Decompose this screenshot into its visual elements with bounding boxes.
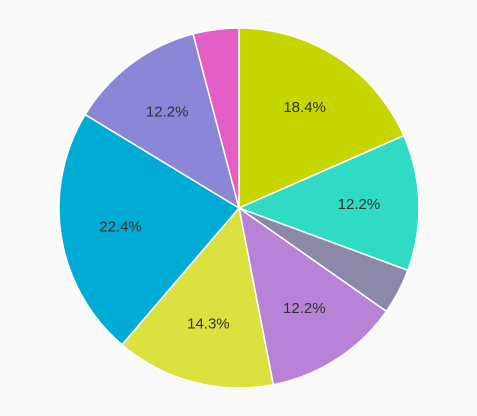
pie-slice-7: [84, 33, 241, 210]
pie-slice-label-4: 12.2%: [283, 300, 326, 317]
pie-slice-4: [237, 206, 388, 386]
pie-slice-5: [120, 206, 275, 389]
pie-slice-label-5: 14.3%: [187, 316, 230, 333]
pie-slice-label-6: 22.4%: [99, 218, 142, 235]
pie-slice-label-1: 18.4%: [283, 99, 326, 116]
pie-slice-label-2: 12.2%: [338, 196, 381, 213]
pie-slice-6: [58, 113, 241, 346]
pie-labels: 18.4% 12.2% 12.2% 14.3% 22.4% 12.2%: [99, 99, 380, 332]
pie-slice-1: [238, 27, 405, 210]
pie-slice-2: [236, 134, 420, 272]
pie-slice-8: [192, 27, 240, 209]
pie-slices: [58, 27, 420, 389]
pie-slice-label-7: 12.2%: [146, 103, 189, 120]
